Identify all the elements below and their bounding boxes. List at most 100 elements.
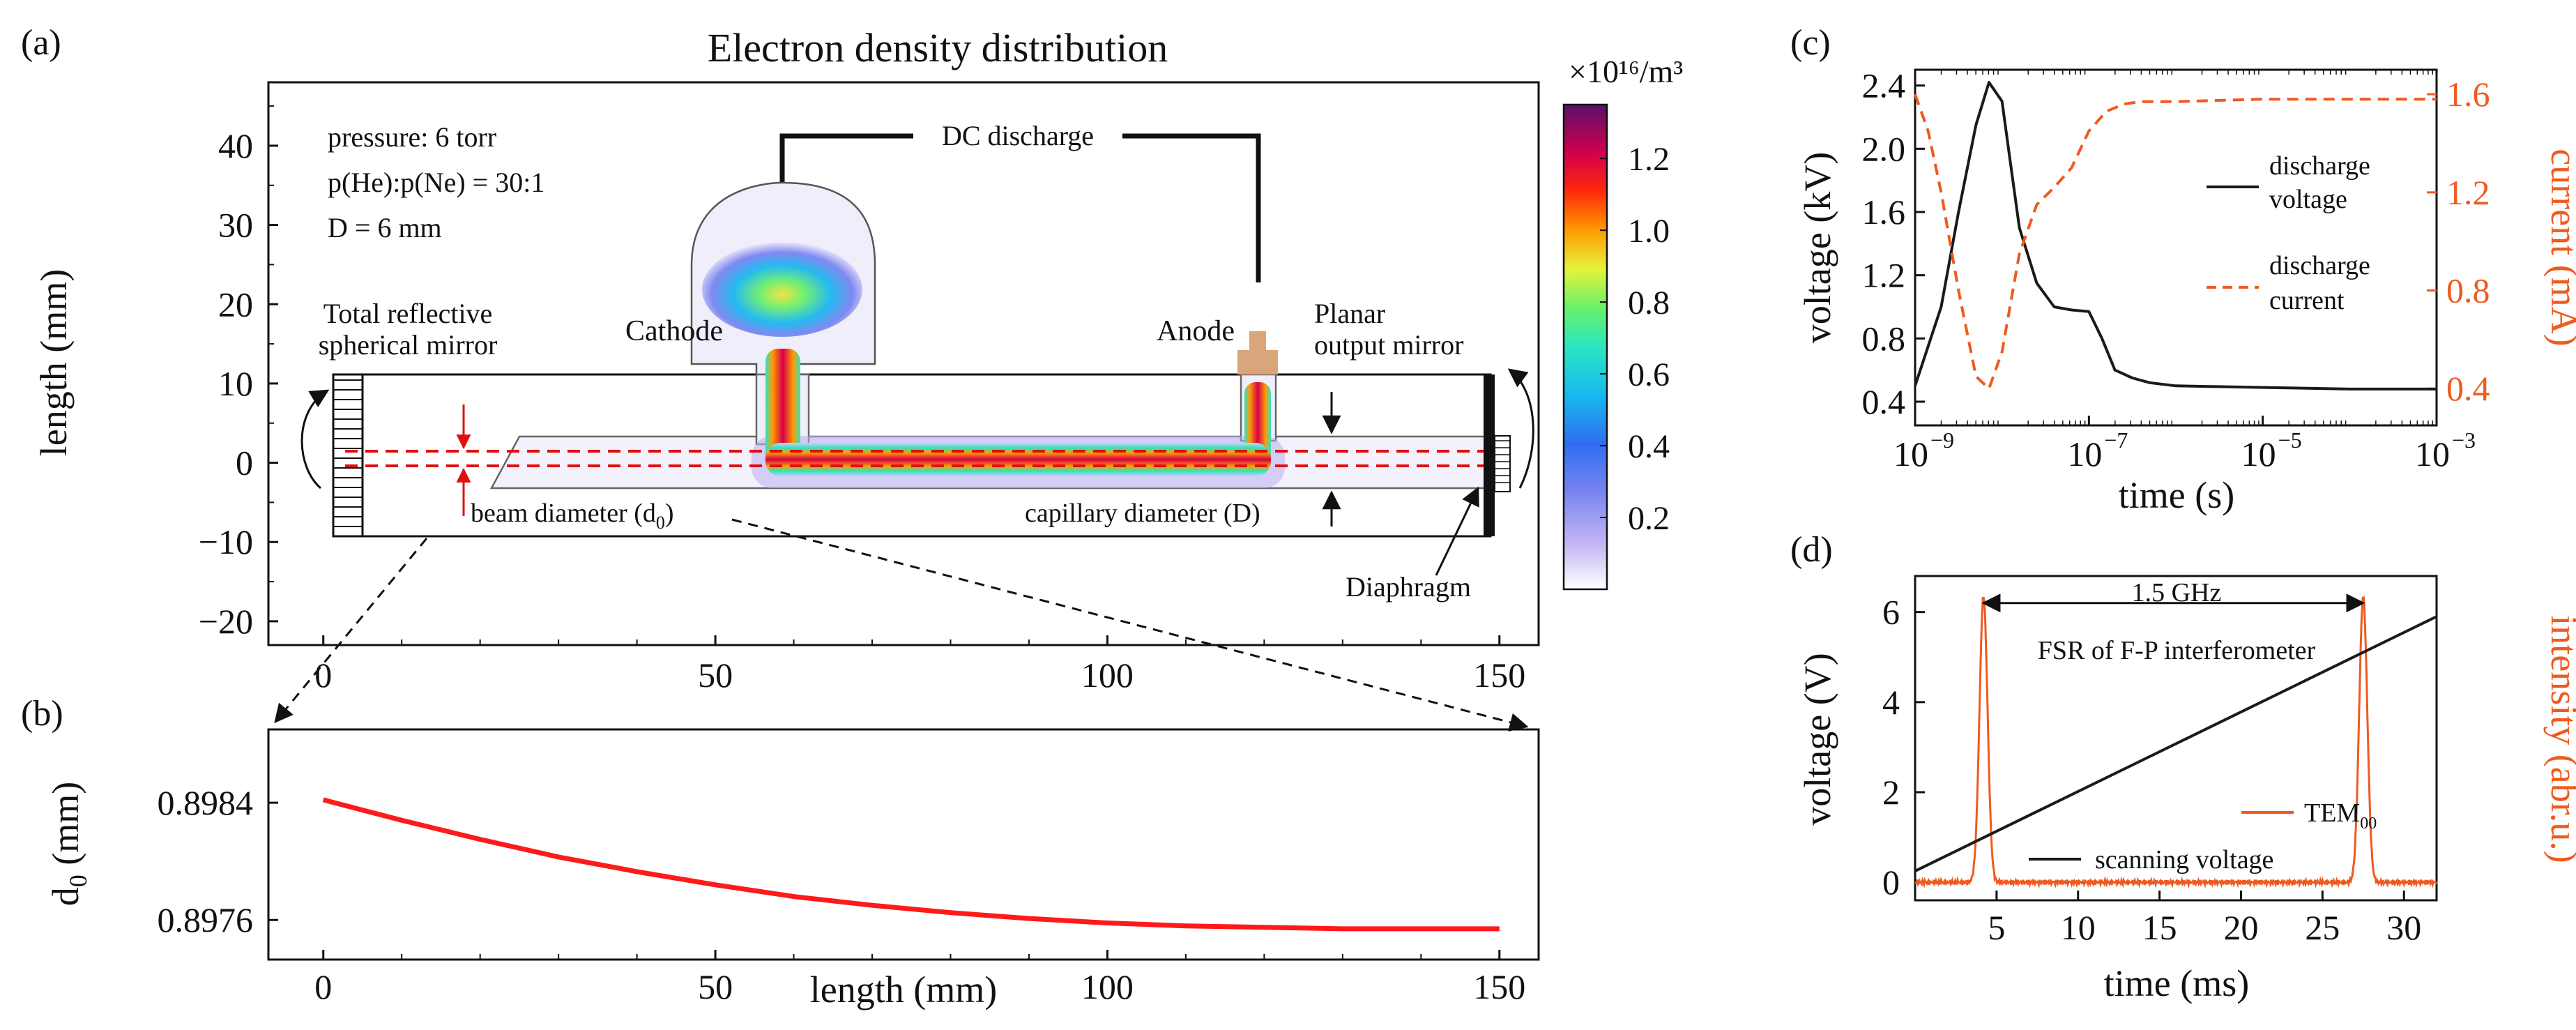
- cathode-label: Cathode: [625, 315, 723, 347]
- b-xtick-label: 0: [314, 967, 332, 1006]
- left-mirror-label-1: Total reflective: [323, 298, 493, 329]
- d-xtick-label: 20: [2224, 908, 2259, 947]
- fsr-value-label: 1.5 GHz: [2132, 578, 2222, 607]
- c-y2tick-label: 0.4: [2446, 369, 2490, 408]
- d-scanning-voltage-line: [1914, 615, 2437, 872]
- b-xtick-label: 100: [1081, 967, 1134, 1006]
- c-xtick-label: 10: [1893, 434, 1928, 474]
- a-ytick-label: 40: [218, 126, 253, 165]
- d-tem00-line: [1914, 596, 2438, 889]
- right-mirror-label-1: Planar: [1314, 298, 1385, 329]
- panel-a-frame: [267, 81, 1540, 646]
- pressure-label: pressure: 6 torr: [328, 121, 496, 153]
- c-xtick-label: 10: [2241, 434, 2276, 474]
- panel-d-xlabel: time (ms): [2104, 962, 2249, 1004]
- capillary-diameter-label: capillary diameter (D): [1025, 499, 1260, 528]
- anode-wire: [1122, 133, 1261, 282]
- colorbar-ticks: 0.2 0.4 0.6 0.8 1.0 1.2: [1600, 141, 1670, 537]
- zoom-arrow-right: [731, 518, 1529, 732]
- a-xtick-label: 50: [698, 656, 733, 695]
- panel-b-axis-ticks: 0 50 100 150 0.8984 0.8976: [158, 783, 1526, 1006]
- d-xtick-label: 30: [2386, 908, 2421, 947]
- anode-label: Anode: [1157, 315, 1235, 347]
- panel-a-title: Electron density distribution: [708, 25, 1168, 70]
- a-ytick-label: 20: [218, 285, 253, 324]
- diaphragm-label: Diaphragm: [1346, 571, 1471, 603]
- diaphragm-arrow: [1435, 486, 1479, 576]
- c-voltage-line: [1914, 81, 2437, 391]
- zoom-arrow-left: [274, 538, 428, 724]
- cb-tick-label: 0.6: [1628, 356, 1670, 393]
- b-beam-diameter-line: [322, 797, 1500, 932]
- cb-tick-label: 1.2: [1628, 141, 1670, 178]
- cathode-plasma-column: [765, 349, 800, 471]
- colorbar-unit: ×10¹⁶/m³: [1569, 54, 1683, 89]
- legend-current-1: discharge: [2269, 251, 2370, 280]
- panel-c-axis-ticks: 10 −9 10 −7 10 −5 10 −30.40.81.21.62.02.40.40.8…: [1862, 66, 2490, 474]
- d-xtick-label: 25: [2305, 908, 2340, 947]
- diaphragm: [1494, 435, 1511, 492]
- b-ytick-label: 0.8984: [158, 783, 254, 822]
- panel-d-legend: TEM00 scanning voltage: [2029, 798, 2377, 874]
- panel-b-xlabel: length (mm): [810, 969, 997, 1010]
- cb-tick-label: 1.0: [1628, 213, 1670, 250]
- d-xtick-label: 15: [2142, 908, 2177, 947]
- panel-d-axis-ticks: 5 10 15 20 25 30 0 2 4 6: [1882, 593, 2421, 947]
- left-mirror-arrow: [300, 389, 330, 490]
- a-ytick-label: 0: [236, 444, 253, 483]
- left-mirror-label-2: spherical mirror: [319, 329, 498, 361]
- diaphragm-body: [1494, 435, 1511, 492]
- panel-d-plot: [1914, 593, 2438, 889]
- beam-diameter-label: beam diameter (d0): [471, 499, 674, 533]
- a-xtick-label: 150: [1473, 656, 1525, 695]
- cb-tick-label: 0.4: [1628, 428, 1670, 465]
- b-ytick-label: 0.8976: [158, 900, 254, 939]
- panel-label-d: (d): [1790, 530, 1833, 570]
- right-mirror-arrow: [1507, 368, 1534, 489]
- legend-scan-label: scanning voltage: [2095, 845, 2273, 874]
- c-ytick-label: 0.4: [1862, 382, 1906, 421]
- c-ytick-label: 1.2: [1862, 256, 1906, 295]
- c-ytick-label: 0.8: [1862, 319, 1906, 358]
- panel-b-plot: [322, 797, 1500, 932]
- panel-c-plot: [1914, 81, 2437, 391]
- panel-label-a: (a): [21, 23, 61, 63]
- a-xtick-label: 100: [1081, 656, 1134, 695]
- panel-b-ylabel: d0 (mm): [45, 782, 92, 906]
- panel-a-ylabel: length (mm): [33, 269, 75, 456]
- panel-label-b: (b): [21, 694, 63, 734]
- fsr-text-label: FSR of F-P interferometer: [2038, 636, 2316, 665]
- c-ytick-label: 2.0: [1862, 129, 1906, 168]
- c-ytick-label: 1.6: [1862, 192, 1906, 232]
- right-mirror-label-2: output mirror: [1314, 329, 1463, 361]
- colorbar: [1562, 103, 1608, 591]
- d-ytick-label: 2: [1882, 773, 1900, 812]
- c-ytick-label: 2.4: [1862, 66, 1906, 105]
- d-xtick-label: 5: [1988, 908, 2005, 947]
- legend-voltage-2: voltage: [2269, 185, 2347, 214]
- c-y2tick-label: 1.6: [2446, 75, 2490, 114]
- a-xtick-label: 0: [314, 656, 332, 695]
- a-ytick-label: −20: [199, 602, 253, 641]
- b-xtick-label: 50: [698, 967, 733, 1006]
- d-xtick-label: 10: [2061, 908, 2096, 947]
- panel-c-y2label: current (mA): [2543, 149, 2576, 346]
- legend-current-2: current: [2269, 286, 2345, 315]
- cb-tick-label: 0.2: [1628, 500, 1670, 537]
- cb-tick-label: 0.8: [1628, 285, 1670, 321]
- c-xtick-exponent: −9: [1930, 427, 1954, 453]
- cathode-glow: [702, 242, 862, 337]
- c-y2tick-label: 0.8: [2446, 271, 2490, 310]
- c-xtick-exponent: −7: [2104, 427, 2128, 453]
- legend-tem-label: TEM00: [2304, 798, 2377, 833]
- c-xtick-exponent: −3: [2452, 427, 2476, 453]
- panel-c-ylabel: voltage (kV): [1797, 152, 1838, 343]
- panel-d-frame: [1914, 575, 2438, 902]
- c-xtick-exponent: −5: [2278, 427, 2302, 453]
- c-xtick-label: 10: [2415, 434, 2450, 474]
- c-y2tick-label: 1.2: [2446, 173, 2490, 212]
- a-ytick-label: 10: [218, 364, 253, 403]
- c-current-line: [1914, 93, 2437, 391]
